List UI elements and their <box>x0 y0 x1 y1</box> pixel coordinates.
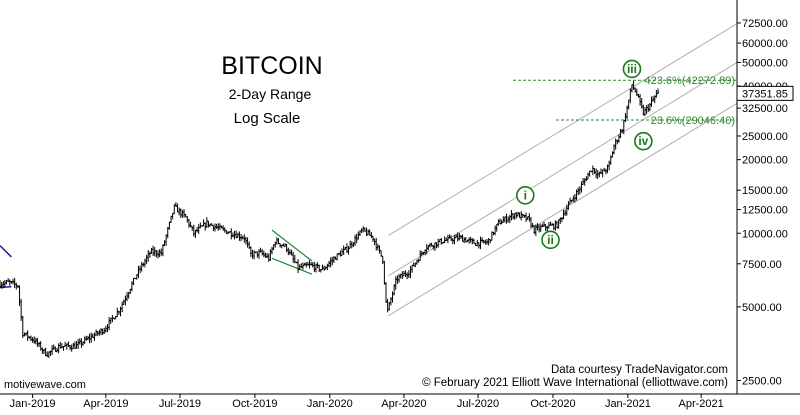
y-tick-label: 25000.00 <box>742 131 788 143</box>
axes <box>0 0 800 395</box>
wave-label-iv: iv <box>634 131 653 151</box>
x-tick-label: Oct-2019 <box>232 398 277 410</box>
fib-level-label: 423.6%(42272.89) <box>644 75 735 87</box>
wave-label-iii: iii <box>622 59 642 79</box>
x-axis-ticks: Jan-2019 Apr-2019 Jul-2019 Oct-2019 Jan-2020… <box>10 394 724 410</box>
channel-line <box>388 102 738 317</box>
x-tick-label: Jan-2021 <box>605 398 651 410</box>
channel-line <box>388 23 738 236</box>
x-tick-label: Apr-2021 <box>679 398 724 410</box>
y-tick-label: 20000.00 <box>742 155 788 167</box>
credit-line-2: © February 2021 Elliott Wave Internation… <box>422 377 728 389</box>
x-tick-label: Jan-2020 <box>307 398 353 410</box>
x-tick-label: Apr-2019 <box>83 398 128 410</box>
wedge-line <box>0 245 12 258</box>
chart-subtitle: 2-Day Range <box>229 86 312 102</box>
y-tick-label: 12500.00 <box>742 205 788 217</box>
y-tick-label: 7500.00 <box>742 259 782 271</box>
fib-level-label: 23.6%(29046.40) <box>651 115 735 127</box>
last-price-frame <box>736 85 794 101</box>
wave-label-circle <box>634 131 653 151</box>
watermark: motivewave.com <box>4 379 86 391</box>
fibonacci-levels: 423.6%(42272.89) 23.6%(29046.40) <box>513 75 737 127</box>
x-tick-label: Jan-2019 <box>10 398 56 410</box>
wave-label-text: i <box>524 188 527 202</box>
wave-label-text: ii <box>547 233 554 247</box>
wave-label-ii: ii <box>541 230 560 250</box>
last-price-label: 37351.85 <box>742 88 788 100</box>
wave-label-text: iii <box>627 62 637 76</box>
price-bars <box>0 80 660 358</box>
wave-label-circle <box>622 59 642 79</box>
y-tick-label: 2500.00 <box>742 375 782 387</box>
wave-label-text: iv <box>638 134 648 148</box>
scale-note: Log Scale <box>234 110 301 127</box>
triangle-line <box>271 229 313 262</box>
x-tick-label: Apr-2020 <box>381 398 426 410</box>
credit-line-1: Data courtesy TradeNavigator.com <box>551 364 728 376</box>
y-tick-label: 60000.00 <box>742 38 788 50</box>
triangle-line <box>271 257 313 275</box>
y-axis-ticks: 72500.0060000.0050000.0040000.0032500.00… <box>737 18 788 387</box>
wave-label-i: i <box>515 185 535 205</box>
y-tick-label: 5000.00 <box>742 302 782 314</box>
wave-label-circle <box>541 230 560 250</box>
y-tick-label: 32500.00 <box>742 103 788 115</box>
y-tick-label: 50000.00 <box>742 57 788 69</box>
x-tick-label: Jul-2019 <box>159 398 201 410</box>
wave-label-circle <box>515 185 535 205</box>
y-tick-label: 15000.00 <box>742 185 788 197</box>
last-price-box: 37351.85 <box>736 85 794 101</box>
x-tick-label: Oct-2020 <box>530 398 575 410</box>
chart-title: BITCOIN <box>221 52 322 80</box>
y-tick-label: 10000.00 <box>742 228 788 240</box>
y-tick-label: 72500.00 <box>742 18 788 30</box>
x-tick-label: Jul-2020 <box>457 398 499 410</box>
